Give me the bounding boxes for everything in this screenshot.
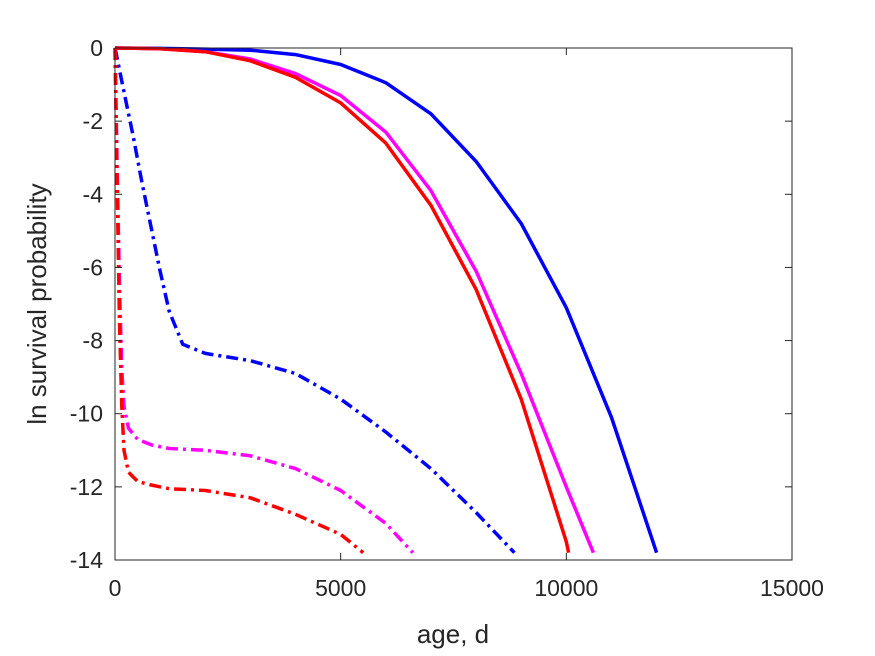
y-tick-label: -10 [70, 401, 103, 427]
y-tick-label: -6 [83, 254, 103, 280]
x-tick-label: 5000 [315, 575, 366, 601]
y-axis-label: ln survival probability [22, 183, 52, 424]
y-tick-label: -4 [83, 181, 104, 207]
series-line-dashdot-5 [113, 47, 365, 555]
y-tick-label: 0 [90, 35, 103, 61]
series-line-dashdot-4 [113, 47, 415, 554]
y-tick-label: -12 [70, 474, 103, 500]
y-tick-label: -2 [83, 108, 103, 134]
y-axis-ticks: 0 -2 -4 -6 -8 -10 -12 -14 [70, 35, 792, 573]
x-axis-label: age, d [417, 619, 489, 649]
y-tick-label: -14 [70, 547, 103, 573]
series-line-solid-2 [114, 46, 571, 554]
series-line-solid-1 [114, 46, 596, 554]
x-axis-ticks: 0 5000 10000 15000 [109, 48, 824, 601]
y-tick-label: -8 [83, 328, 103, 354]
x-tick-label: 10000 [534, 575, 598, 601]
series-line-dashdot-3 [113, 47, 516, 554]
series-layer [113, 46, 659, 555]
plot-area-frame [114, 47, 793, 561]
x-tick-label: 0 [109, 575, 122, 601]
x-tick-label: 15000 [760, 575, 824, 601]
series-line-solid-0 [114, 46, 659, 554]
